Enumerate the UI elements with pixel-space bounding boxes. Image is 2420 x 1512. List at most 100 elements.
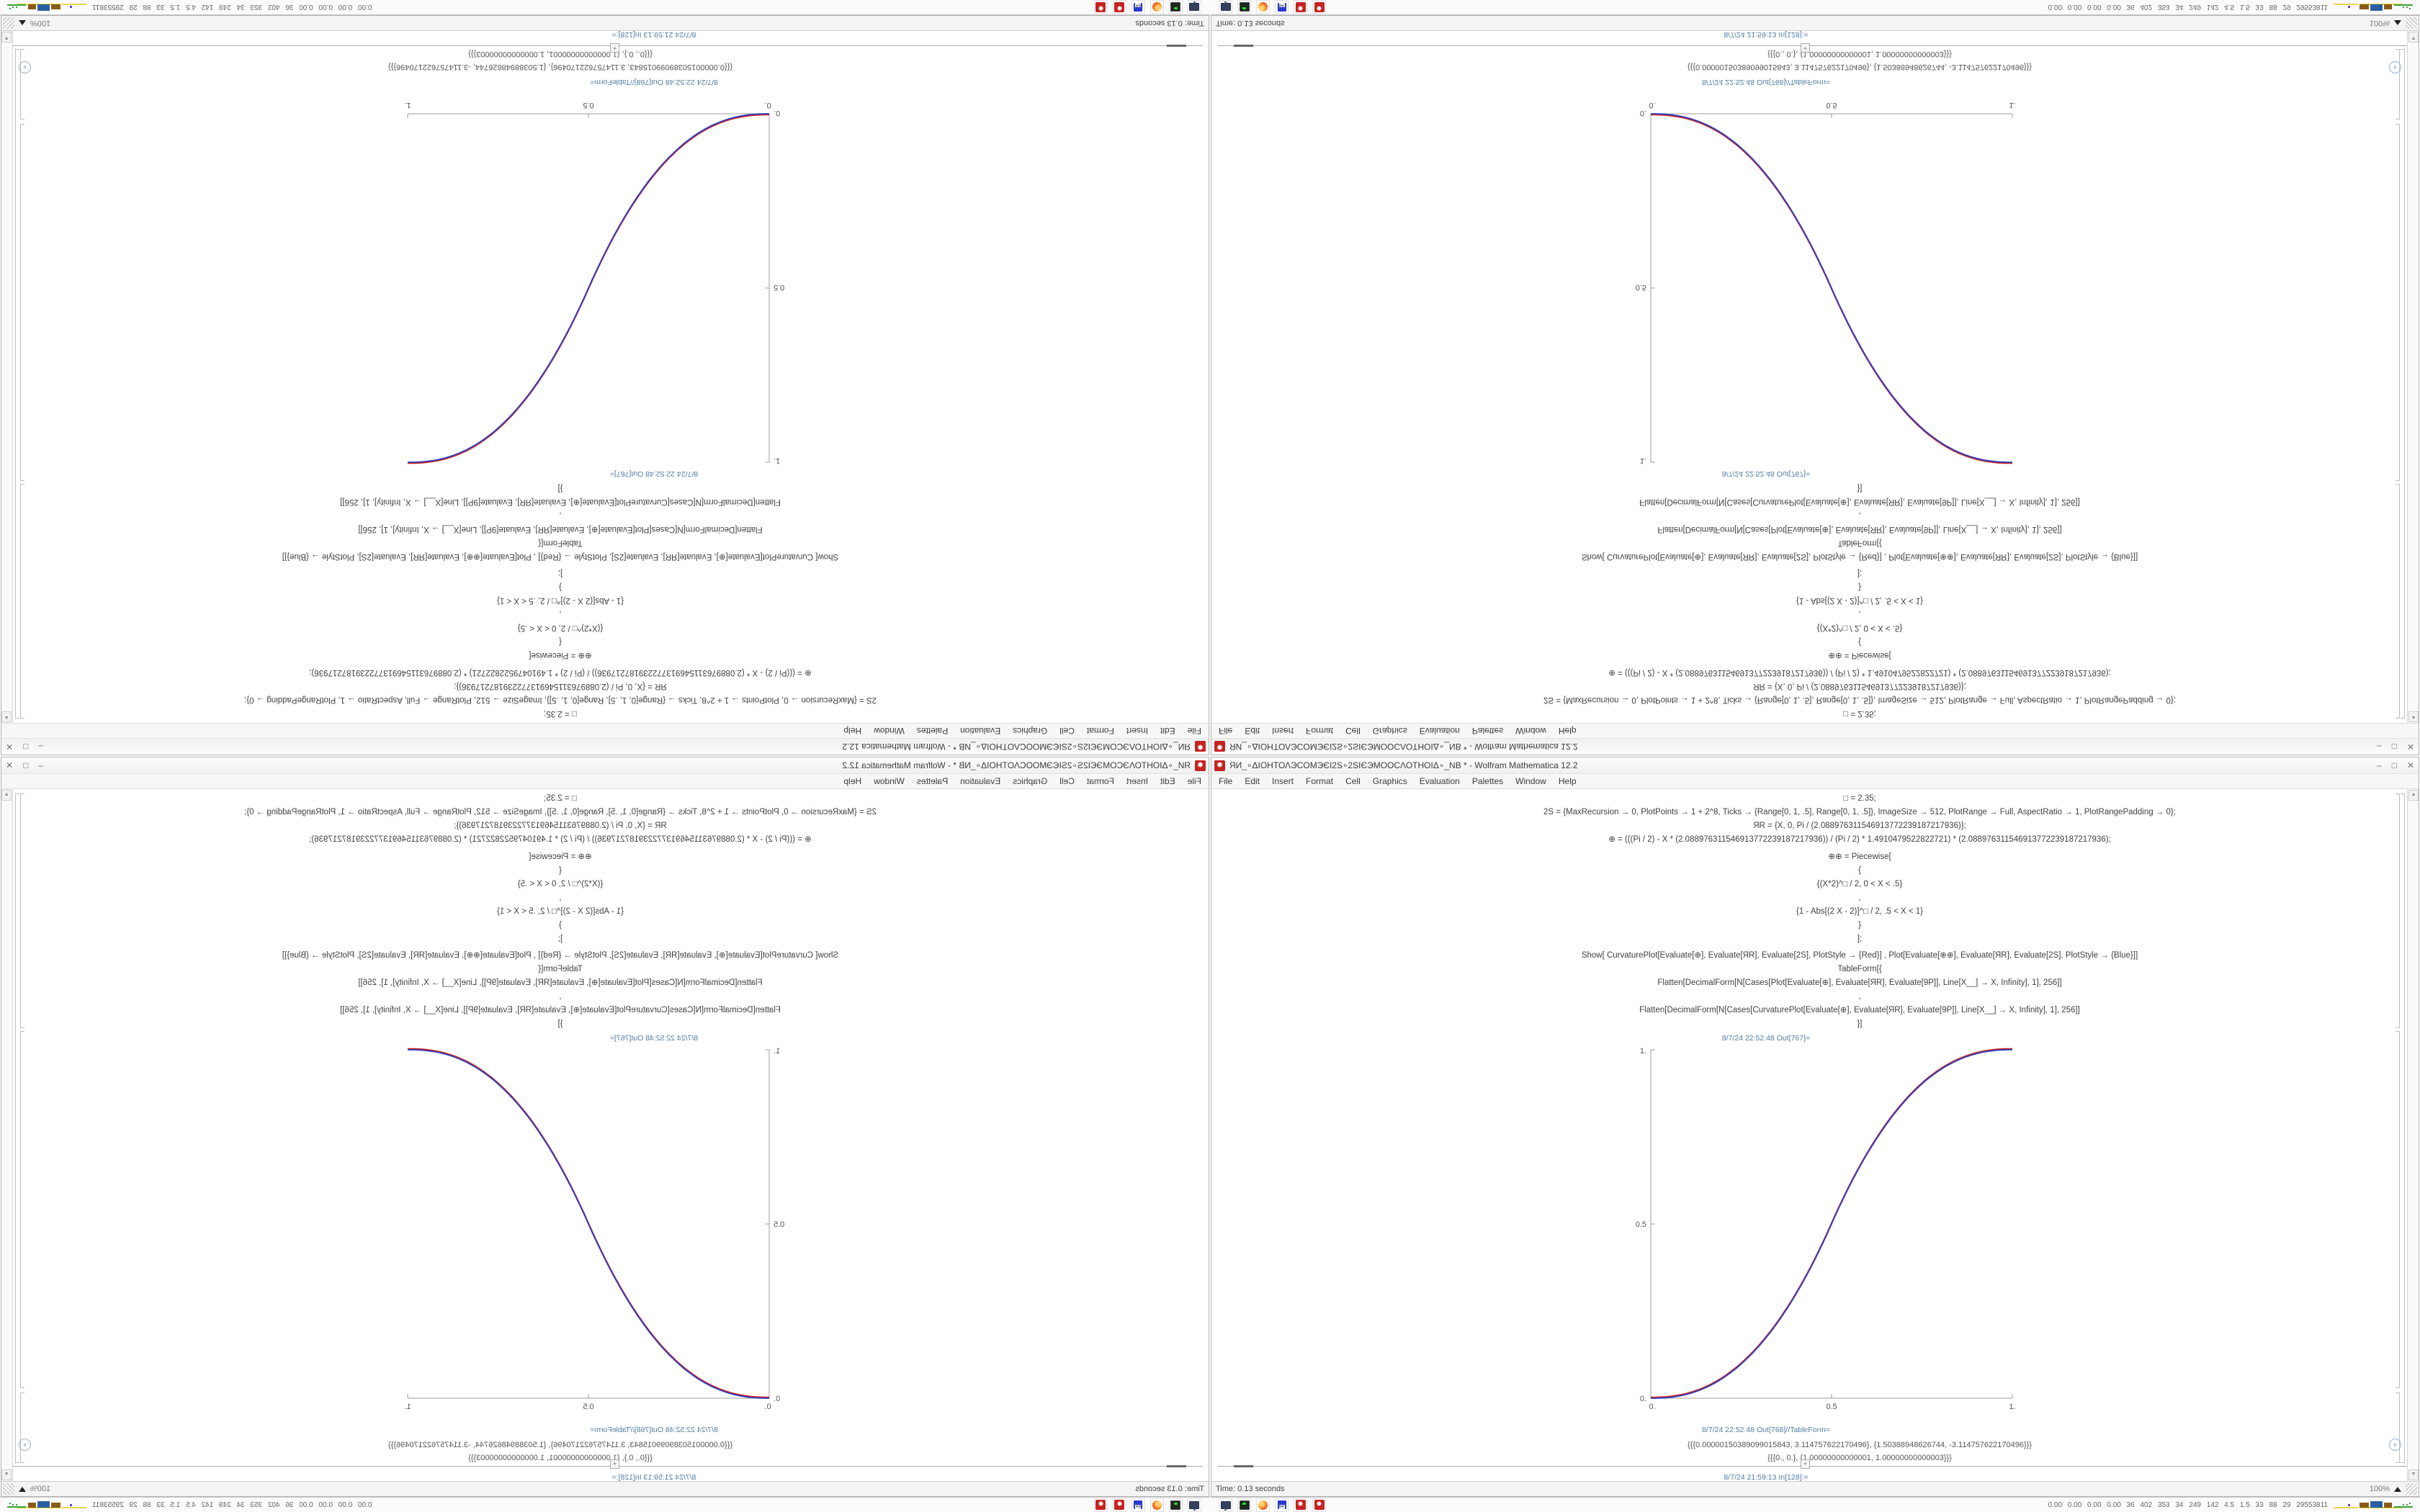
code-line[interactable]: ЯR = {X, 0, Pi / (2.08897631154691377223…: [1753, 682, 1966, 690]
code-line[interactable]: {1 - Abs[(2 X - 2)]^□ / 2, .5 < X < 1}: [1796, 907, 1923, 916]
cell-bracket-group[interactable]: [15, 793, 19, 1463]
menu-file[interactable]: File: [1187, 726, 1201, 736]
more-output-icon[interactable]: »: [2389, 1439, 2401, 1451]
vertical-scrollbar[interactable]: ▲ ▼: [1, 789, 13, 1481]
code-line[interactable]: 2S = {MaxRecursion → 0, PlotPoints → 1 +…: [244, 808, 877, 816]
code-line[interactable]: {(X*2)^□ / 2, 0 < X < .5}: [517, 880, 604, 888]
input-cell-show-tableform[interactable]: Show[ CurvaturePlot[Evaluate[⊕], Evaluat…: [1211, 949, 2385, 1031]
input-cell-definitions[interactable]: □ = 2.35; 2S = {MaxRecursion → 0, PlotPo…: [1211, 792, 2385, 847]
magnification-popup-icon[interactable]: [19, 1486, 26, 1492]
titlebar[interactable]: ✹ ЯИ_∘ΔΙΟΗΤΟΛЭCOMЭЄΙ2S∘2SΙЄЭΜΟΟCΛΟΤΗΟΙΔ∘…: [1, 738, 1209, 755]
taskbar-drive-icon[interactable]: [1169, 1498, 1183, 1512]
taskbar-mathematica-icon[interactable]: ✹: [1094, 1498, 1108, 1512]
code-line[interactable]: ,: [1858, 894, 1861, 902]
cell-bracket-plot[interactable]: [2396, 1031, 2400, 1388]
horizontal-scrollbar-thumb[interactable]: [1234, 1465, 1253, 1467]
close-button[interactable]: ✕: [2406, 742, 2414, 752]
code-line[interactable]: 2S = {MaxRecursion → 0, PlotPoints → 1 +…: [1543, 696, 2176, 704]
insert-cell-plus-icon[interactable]: +: [610, 43, 619, 53]
code-line[interactable]: {(X*2)^□ / 2, 0 < X < .5}: [517, 624, 604, 632]
taskbar-floppy-icon[interactable]: 64: [1131, 1498, 1145, 1512]
code-line[interactable]: ];: [557, 935, 563, 943]
code-line[interactable]: ];: [557, 569, 563, 577]
menu-window[interactable]: Window: [1515, 726, 1546, 736]
taskbar-mathematica-icon[interactable]: ✹: [1113, 0, 1126, 14]
cell-bracket-input[interactable]: [2396, 484, 2400, 719]
code-line[interactable]: ,: [1858, 511, 1861, 520]
code-line[interactable]: Show[ CurvaturePlot[Evaluate[⊕], Evaluat…: [1581, 951, 2138, 960]
menu-palettes[interactable]: Palettes: [916, 726, 949, 736]
cell-bracket-input[interactable]: [20, 793, 24, 1028]
code-line[interactable]: 2S = {MaxRecursion → 0, PlotPoints → 1 +…: [244, 696, 877, 704]
code-line[interactable]: TableForm[{: [538, 539, 583, 547]
vertical-scrollbar[interactable]: ▲ ▼: [2407, 31, 2419, 723]
input-cell-show-tableform[interactable]: Show[ CurvaturePlot[Evaluate[⊕], Evaluat…: [35, 949, 1209, 1031]
scroll-up-icon[interactable]: ▲: [2408, 790, 2419, 801]
cell-bracket-plot[interactable]: [20, 1031, 24, 1388]
scroll-up-icon[interactable]: ▲: [2408, 711, 2419, 722]
horizontal-scrollbar-thumb[interactable]: [1234, 45, 1253, 47]
code-line[interactable]: {1 - Abs[(2 X - 2)]^□ / 2, .5 < X < 1}: [497, 596, 624, 605]
input-cell-show-tableform[interactable]: Show[ CurvaturePlot[Evaluate[⊕], Evaluat…: [1211, 481, 2385, 563]
taskbar-mathematica-icon[interactable]: ✹: [1294, 0, 1307, 14]
code-line[interactable]: Flatten[DecimalForm[N[Cases[Plot[Evaluat…: [358, 978, 763, 987]
cell-insertion-line[interactable]: [1, 45, 1203, 46]
code-line[interactable]: ⊕ = (((Pi / 2) - X * (2.0889763115469137…: [309, 668, 812, 677]
taskbar-mathematica-icon[interactable]: ✹: [1094, 0, 1108, 14]
code-line[interactable]: ,: [559, 894, 562, 902]
cell-bracket-tableform[interactable]: [2396, 49, 2400, 120]
magnification-popup-icon[interactable]: [2394, 20, 2401, 26]
scroll-up-icon[interactable]: ▲: [1, 790, 12, 801]
taskbar-monitor-icon[interactable]: [1219, 0, 1232, 14]
menu-graphics[interactable]: Graphics: [1372, 776, 1407, 786]
code-line[interactable]: {(X*2)^□ / 2, 0 < X < .5}: [1816, 880, 1903, 888]
code-line[interactable]: {1 - Abs[(2 X - 2)]^□ / 2, .5 < X < 1}: [1796, 596, 1923, 605]
code-line[interactable]: ЯR = {X, 0, Pi / (2.08897631154691377223…: [454, 682, 667, 690]
code-line[interactable]: Flatten[DecimalForm[N[Cases[CurvaturePlo…: [340, 1006, 781, 1014]
code-line[interactable]: ⊕ = (((Pi / 2) - X * (2.0889763115469137…: [1608, 835, 2111, 844]
code-line[interactable]: 2S = {MaxRecursion → 0, PlotPoints → 1 +…: [1543, 808, 2176, 816]
insert-cell-plus-icon[interactable]: +: [1801, 43, 1810, 53]
taskbar-floppy-icon[interactable]: 64: [1131, 0, 1145, 14]
taskbar-firefox-icon[interactable]: [1256, 1498, 1270, 1512]
magnification-popup-icon[interactable]: [2394, 1486, 2401, 1492]
taskbar-firefox-icon[interactable]: [1256, 0, 1270, 14]
taskbar-mathematica-icon[interactable]: ✹: [1294, 1498, 1307, 1512]
menu-help[interactable]: Help: [843, 776, 862, 786]
magnification-value[interactable]: 100%: [2369, 19, 2390, 27]
code-line[interactable]: □ = 2.35;: [1843, 709, 1876, 718]
menu-file[interactable]: File: [1219, 726, 1233, 736]
code-line[interactable]: {: [559, 866, 562, 875]
cell-bracket-tableform[interactable]: [20, 1392, 24, 1463]
code-line[interactable]: Flatten[DecimalForm[N[Cases[Plot[Evaluat…: [358, 525, 763, 534]
cell-bracket-plot[interactable]: [2396, 124, 2400, 481]
magnification-value[interactable]: 100%: [30, 19, 51, 27]
code-line[interactable]: ЯR = {X, 0, Pi / (2.08897631154691377223…: [454, 822, 667, 830]
magnification-value[interactable]: 100%: [2369, 1485, 2390, 1493]
code-line[interactable]: }: [559, 921, 562, 930]
code-line[interactable]: □ = 2.35;: [544, 709, 577, 718]
menu-help[interactable]: Help: [843, 726, 862, 736]
close-button[interactable]: ✕: [6, 760, 14, 770]
menu-format[interactable]: Format: [1306, 776, 1334, 786]
code-line[interactable]: {1 - Abs[(2 X - 2)]^□ / 2, .5 < X < 1}: [497, 907, 624, 916]
code-line[interactable]: ⊕ = (((Pi / 2) - X * (2.0889763115469137…: [309, 835, 812, 844]
input-cell-piecewise[interactable]: ⊕⊕ = Piecewise[ { {(X*2)^□ / 2, 0 < X < …: [35, 850, 1209, 946]
maximize-button[interactable]: □: [23, 760, 29, 770]
menu-window[interactable]: Window: [1515, 776, 1546, 786]
titlebar[interactable]: ✹ ЯИ_∘ΔΙΟΗΤΟΛЭCOMЭЄΙ2S∘2SΙЄЭΜΟΟCΛΟΤΗΟΙΔ∘…: [1211, 757, 2419, 774]
code-line[interactable]: }]: [1857, 1020, 1863, 1028]
menu-palettes[interactable]: Palettes: [916, 776, 949, 786]
code-line[interactable]: Flatten[DecimalForm[N[Cases[Plot[Evaluat…: [1657, 978, 2062, 987]
vertical-scrollbar[interactable]: ▲ ▼: [2407, 789, 2419, 1481]
code-line[interactable]: Flatten[DecimalForm[N[Cases[CurvaturePlo…: [1639, 1006, 2080, 1014]
menu-cell[interactable]: Cell: [1059, 776, 1075, 786]
titlebar[interactable]: ✹ ЯИ_∘ΔΙΟΗΤΟΛЭCOMЭЄΙ2S∘2SΙЄЭΜΟΟCΛΟΤΗΟΙΔ∘…: [1211, 738, 2419, 755]
code-line[interactable]: ];: [1857, 935, 1863, 943]
menu-cell[interactable]: Cell: [1059, 726, 1075, 736]
taskbar-monitor-icon[interactable]: [1219, 1498, 1232, 1512]
magnification-popup-icon[interactable]: [19, 20, 26, 26]
minimize-button[interactable]: –: [38, 742, 43, 752]
input-cell-definitions[interactable]: □ = 2.35; 2S = {MaxRecursion → 0, PlotPo…: [35, 792, 1209, 847]
input-cell-piecewise[interactable]: ⊕⊕ = Piecewise[ { {(X*2)^□ / 2, 0 < X < …: [1211, 850, 2385, 946]
